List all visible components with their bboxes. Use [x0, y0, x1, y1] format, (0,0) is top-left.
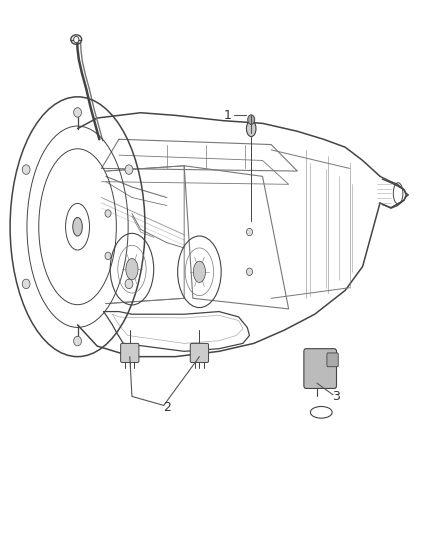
- Circle shape: [125, 279, 133, 289]
- FancyBboxPatch shape: [304, 349, 336, 389]
- Circle shape: [74, 36, 79, 43]
- Circle shape: [22, 165, 30, 174]
- Text: 1: 1: [224, 109, 232, 122]
- Ellipse shape: [126, 259, 138, 280]
- Circle shape: [247, 268, 253, 276]
- Text: 2: 2: [163, 400, 171, 414]
- Ellipse shape: [248, 115, 254, 124]
- Circle shape: [125, 165, 133, 174]
- Ellipse shape: [193, 261, 205, 282]
- FancyBboxPatch shape: [120, 343, 139, 362]
- Circle shape: [247, 228, 253, 236]
- Circle shape: [22, 279, 30, 289]
- Ellipse shape: [73, 217, 82, 236]
- Text: 3: 3: [332, 390, 340, 403]
- Circle shape: [74, 336, 81, 346]
- Circle shape: [105, 210, 111, 217]
- Ellipse shape: [247, 120, 256, 136]
- FancyBboxPatch shape: [327, 353, 338, 367]
- Circle shape: [74, 108, 81, 117]
- FancyBboxPatch shape: [190, 343, 208, 362]
- Circle shape: [105, 252, 111, 260]
